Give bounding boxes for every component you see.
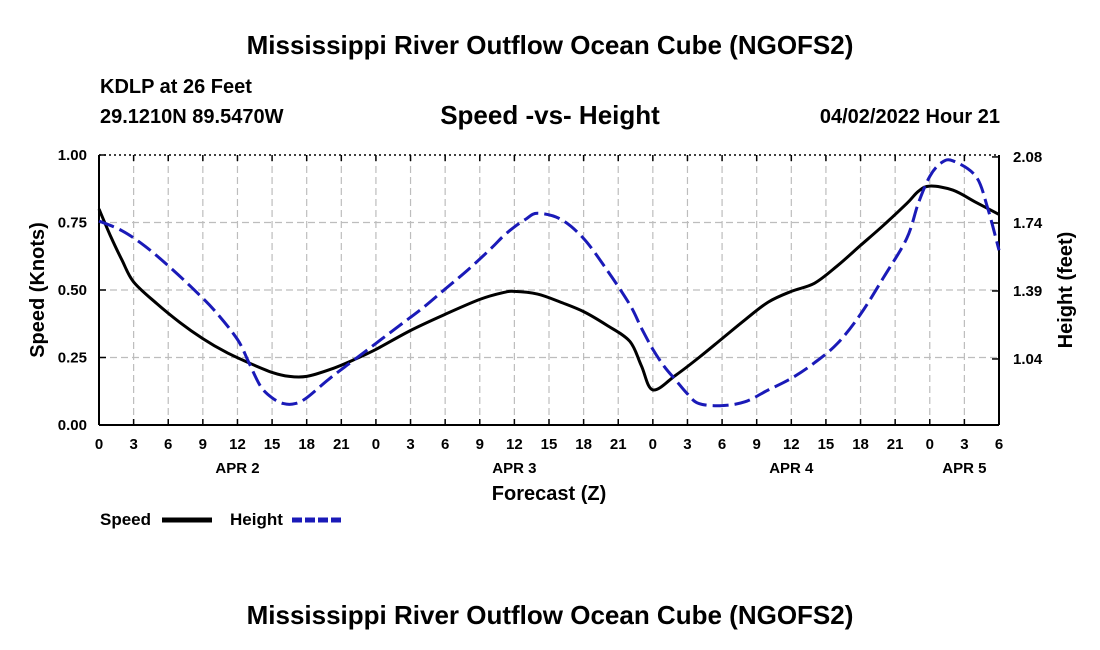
- x-tick-label: 3: [960, 436, 968, 453]
- y2-tick-label: 1.39: [1013, 283, 1042, 300]
- x-tick-label: 3: [683, 436, 691, 453]
- x-tick-label: 12: [783, 436, 800, 453]
- coordinates-label: 29.1210N 89.5470W: [100, 106, 284, 128]
- legend-height-swatch: [292, 517, 342, 523]
- x-tick-label: 9: [476, 436, 484, 453]
- x-tick-label: 18: [575, 436, 592, 453]
- x-tick-label: 6: [995, 436, 1003, 453]
- x-tick-label: 0: [649, 436, 657, 453]
- x-tick-label: 21: [610, 436, 627, 453]
- x-tick-label: 21: [887, 436, 904, 453]
- x-tick-label: 15: [264, 436, 281, 453]
- forecast-datetime: 04/02/2022 Hour 21: [819, 106, 1000, 128]
- day-label: APR 4: [769, 460, 814, 477]
- day-label: APR 3: [492, 460, 536, 477]
- x-tick-label: 12: [506, 436, 523, 453]
- x-tick-label: 3: [129, 436, 137, 453]
- x-tick-label: 6: [441, 436, 449, 453]
- x-tick-label: 21: [333, 436, 350, 453]
- x-tick-label: 18: [852, 436, 869, 453]
- legend-speed-swatch: [162, 517, 212, 523]
- grid-layer: [99, 155, 999, 425]
- y2-axis-title: Height (feet): [1055, 232, 1077, 349]
- y2-tick-label: 1.74: [1013, 215, 1043, 232]
- speed-height-chart: 0 3 6 9 12 15 18 21 0 3 6 9 12 15 18 21 0 3 6 9 12 15 18 21 0 3 6 0…: [27, 147, 1077, 505]
- x-tick-label: 15: [818, 436, 835, 453]
- x-tick-label: 12: [229, 436, 246, 453]
- x-tick-label: 9: [199, 436, 207, 453]
- x-tick-label: 0: [372, 436, 380, 453]
- x-axis-title: Forecast (Z): [492, 483, 606, 505]
- x-tick-label: 15: [541, 436, 558, 453]
- chart-subtitle: Speed -vs- Height: [440, 100, 660, 130]
- y2-tick-label: 1.04: [1013, 351, 1043, 368]
- x-tick-label: 6: [164, 436, 172, 453]
- x-tick-label: 18: [298, 436, 315, 453]
- labels-layer: 0 3 6 9 12 15 18 21 0 3 6 9 12 15 18 21 0 3 6 9 12 15 18 21 0 3 6 0…: [58, 147, 1043, 477]
- page-title: Mississippi River Outflow Ocean Cube (NG…: [246, 30, 854, 60]
- y-tick-label: 0.25: [58, 350, 87, 367]
- y-tick-label: 0.00: [58, 417, 87, 434]
- x-tick-label: 3: [406, 436, 414, 453]
- page-title-bottom: Mississippi River Outflow Ocean Cube (NG…: [246, 600, 854, 630]
- y-tick-label: 0.50: [58, 282, 87, 299]
- x-tick-label: 0: [95, 436, 103, 453]
- y2-tick-label: 2.08: [1013, 149, 1042, 166]
- legend-height-label: Height: [230, 510, 283, 529]
- x-tick-label: 9: [753, 436, 761, 453]
- speed-series-line: [97, 184, 1000, 392]
- day-label: APR 5: [942, 460, 986, 477]
- legend-speed-label: Speed: [100, 510, 152, 529]
- y-axis-title: Speed (Knots): [27, 222, 49, 358]
- series-layer: [97, 158, 1001, 408]
- axes-layer: [98, 154, 1000, 426]
- x-tick-label: 0: [926, 436, 934, 453]
- height-series-line: [98, 158, 1001, 408]
- station-label: KDLP at 26 Feet: [100, 76, 252, 98]
- day-label: APR 2: [215, 460, 259, 477]
- y-tick-label: 0.75: [58, 215, 87, 232]
- x-tick-label: 6: [718, 436, 726, 453]
- y-tick-label: 1.00: [58, 147, 87, 164]
